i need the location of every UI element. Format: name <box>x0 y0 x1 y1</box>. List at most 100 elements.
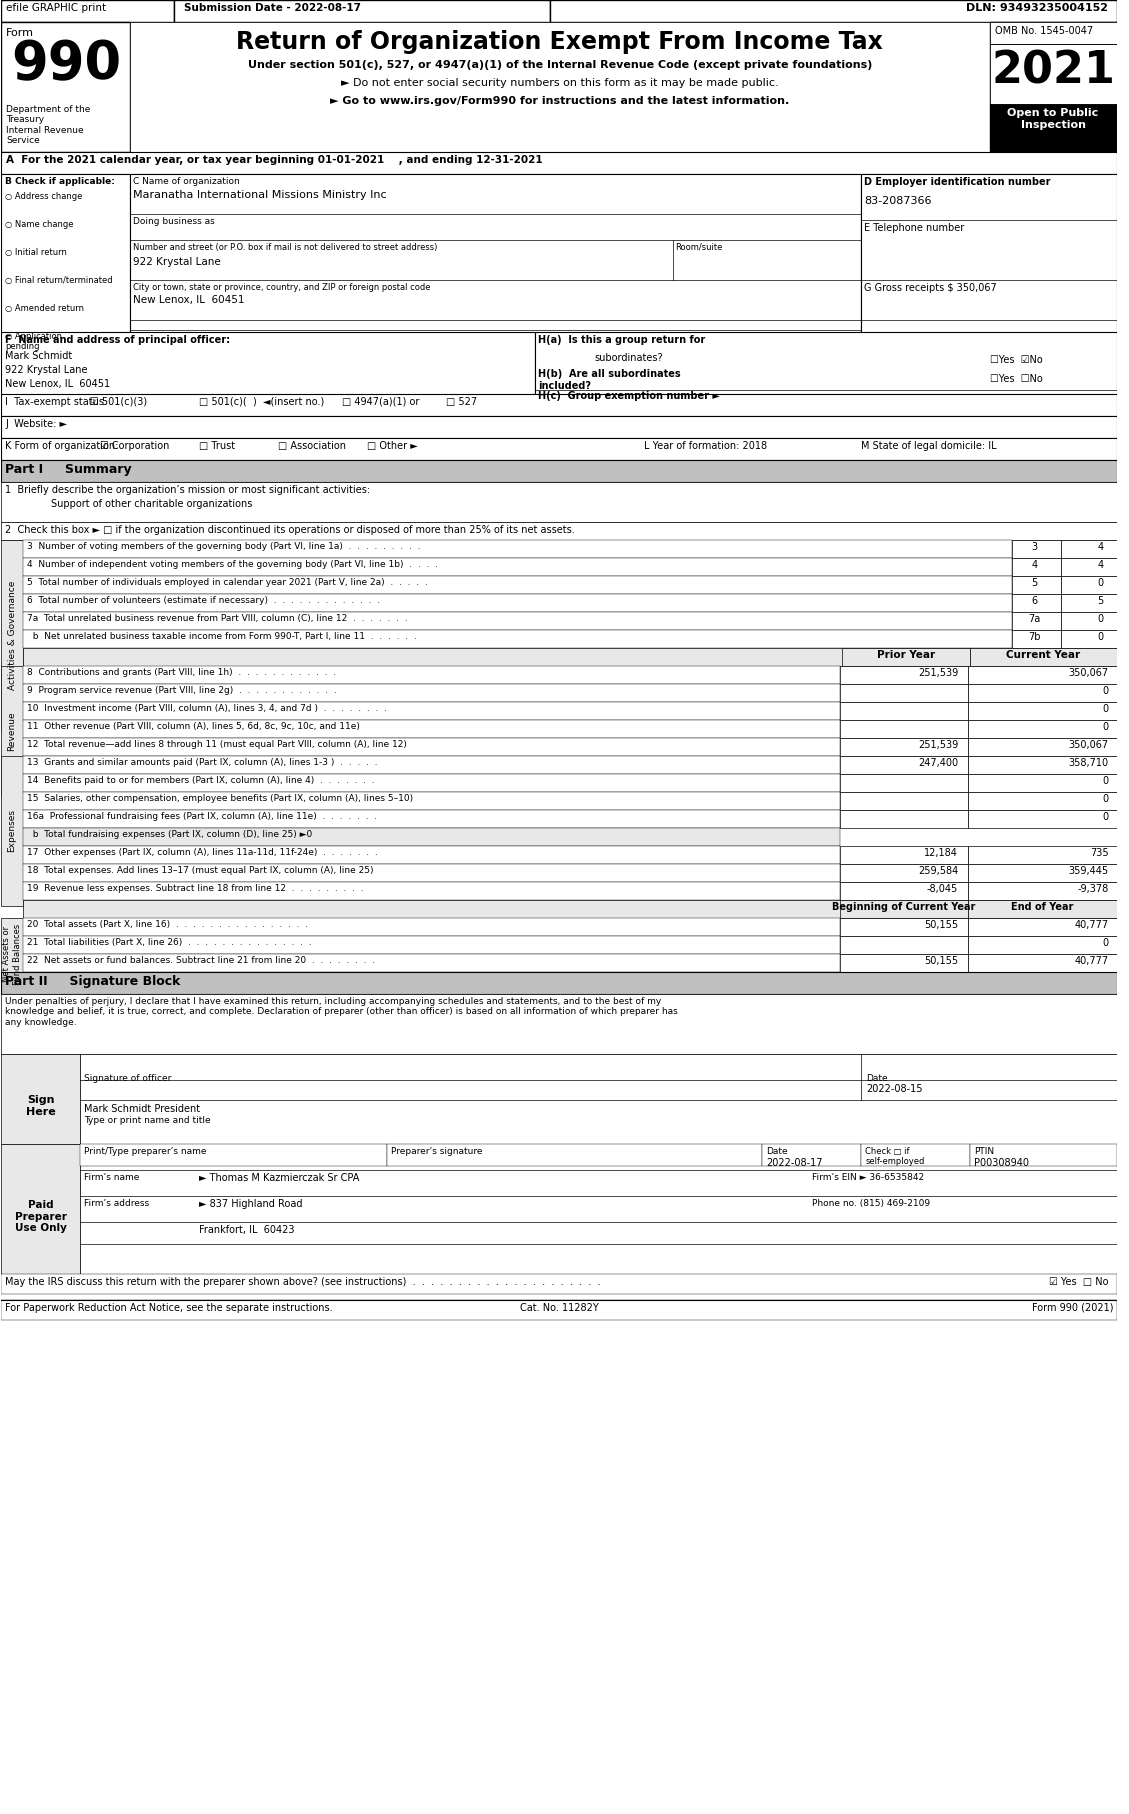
Bar <box>990 44 1118 103</box>
Bar <box>990 103 1118 152</box>
Text: 1  Briefly describe the organization’s mission or most significant activities:: 1 Briefly describe the organization’s mi… <box>6 484 370 495</box>
Text: 0: 0 <box>1097 631 1103 642</box>
Text: Mark Schmidt President: Mark Schmidt President <box>85 1105 200 1114</box>
Text: 40,777: 40,777 <box>1075 920 1109 931</box>
Text: 4: 4 <box>1097 542 1103 551</box>
Bar <box>840 720 968 738</box>
Text: 0: 0 <box>1097 613 1103 624</box>
Text: Part I     Summary: Part I Summary <box>6 463 132 475</box>
Bar <box>23 666 840 684</box>
Text: 6  Total number of volunteers (estimate if necessary)  .  .  .  .  .  .  .  .  .: 6 Total number of volunteers (estimate i… <box>27 597 380 606</box>
Text: City or town, state or province, country, and ZIP or foreign postal code: City or town, state or province, country… <box>133 283 430 292</box>
Text: 4: 4 <box>1097 561 1103 570</box>
Text: Net Assets or
Fund Balances: Net Assets or Fund Balances <box>2 923 21 985</box>
Text: 0: 0 <box>1102 704 1109 715</box>
Text: Number and street (or P.O. box if mail is not delivered to street address): Number and street (or P.O. box if mail i… <box>133 243 437 252</box>
Bar <box>80 1145 387 1166</box>
Text: Room/suite: Room/suite <box>675 243 723 252</box>
Text: □ 4947(a)(1) or: □ 4947(a)(1) or <box>342 397 420 406</box>
Text: ☑ Yes  □ No: ☑ Yes □ No <box>1049 1277 1109 1286</box>
Bar <box>968 954 1118 972</box>
Bar <box>1012 559 1061 577</box>
Text: E Telephone number: E Telephone number <box>865 223 964 232</box>
Text: Print/Type preparer’s name: Print/Type preparer’s name <box>85 1146 207 1156</box>
Text: ○ Amended return: ○ Amended return <box>6 305 85 314</box>
Text: M State of legal domicile: IL: M State of legal domicile: IL <box>861 441 997 452</box>
Bar <box>23 720 840 738</box>
Bar <box>23 793 840 811</box>
Bar <box>840 684 968 702</box>
Bar <box>968 666 1118 684</box>
Bar <box>1012 577 1061 593</box>
Text: Check □ if
self-employed: Check □ if self-employed <box>865 1146 925 1166</box>
Text: G Gross receipts $ 350,067: G Gross receipts $ 350,067 <box>865 283 997 294</box>
Text: For Paperwork Reduction Act Notice, see the separate instructions.: For Paperwork Reduction Act Notice, see … <box>6 1302 333 1313</box>
Text: Beginning of Current Year: Beginning of Current Year <box>832 902 975 912</box>
Text: b  Net unrelated business taxable income from Form 990-T, Part I, line 11  .  . : b Net unrelated business taxable income … <box>27 631 417 640</box>
Bar <box>1 1273 1118 1293</box>
Bar <box>23 954 840 972</box>
Text: 259,584: 259,584 <box>918 865 959 876</box>
Bar <box>861 174 1118 394</box>
Bar <box>840 756 968 775</box>
Bar <box>1 1301 1118 1321</box>
Bar <box>1 541 23 729</box>
Text: 18  Total expenses. Add lines 13–17 (must equal Part IX, column (A), line 25): 18 Total expenses. Add lines 13–17 (must… <box>27 865 374 874</box>
Bar <box>23 738 840 756</box>
Text: 50,155: 50,155 <box>924 920 959 931</box>
Text: -8,045: -8,045 <box>927 883 959 894</box>
Bar <box>968 936 1118 954</box>
Bar <box>840 845 968 863</box>
Bar <box>840 900 968 918</box>
Text: 922 Krystal Lane: 922 Krystal Lane <box>133 258 220 267</box>
Bar <box>861 1145 970 1166</box>
Bar <box>1 394 1118 415</box>
Text: Firm’s name: Firm’s name <box>85 1174 140 1183</box>
Text: 12  Total revenue—add lines 8 through 11 (must equal Part VIII, column (A), line: 12 Total revenue—add lines 8 through 11 … <box>27 740 406 749</box>
Text: Under penalties of perjury, I declare that I have examined this return, includin: Under penalties of perjury, I declare th… <box>6 998 677 1027</box>
Bar <box>23 648 1118 666</box>
Bar <box>1 394 1118 415</box>
Bar <box>1 22 130 152</box>
Bar <box>841 648 970 666</box>
Text: 0: 0 <box>1102 776 1109 785</box>
Text: Department of the
Treasury
Internal Revenue
Service: Department of the Treasury Internal Reve… <box>6 105 90 145</box>
Text: Open to Public
Inspection: Open to Public Inspection <box>1007 109 1099 129</box>
Text: 10  Investment income (Part VIII, column (A), lines 3, 4, and 7d )  .  .  .  .  : 10 Investment income (Part VIII, column … <box>27 704 387 713</box>
Text: Date: Date <box>767 1146 788 1156</box>
Bar <box>23 811 840 827</box>
Bar <box>968 702 1118 720</box>
Bar <box>23 882 840 900</box>
Bar <box>1 994 1118 1054</box>
Bar <box>990 22 1118 152</box>
Bar <box>1 437 1118 461</box>
Bar <box>840 863 968 882</box>
Bar <box>1061 593 1118 611</box>
Bar <box>968 863 1118 882</box>
Text: subordinates?: subordinates? <box>594 354 663 363</box>
Text: 0: 0 <box>1097 579 1103 588</box>
Text: 5  Total number of individuals employed in calendar year 2021 (Part V, line 2a) : 5 Total number of individuals employed i… <box>27 579 428 588</box>
Bar <box>1 461 1118 483</box>
Text: 83-2087366: 83-2087366 <box>865 196 931 207</box>
Bar <box>1012 629 1061 648</box>
Text: 8  Contributions and grants (Part VIII, line 1h)  .  .  .  .  .  .  .  .  .  .  : 8 Contributions and grants (Part VIII, l… <box>27 668 336 677</box>
Bar <box>968 793 1118 811</box>
Bar <box>1 332 535 463</box>
Bar <box>387 1145 762 1166</box>
Text: 3: 3 <box>1031 542 1038 551</box>
Text: New Lenox, IL  60451: New Lenox, IL 60451 <box>6 379 111 388</box>
Text: A  For the 2021 calendar year, or tax year beginning 01-01-2021    , and ending : A For the 2021 calendar year, or tax yea… <box>6 154 543 165</box>
Text: 19  Revenue less expenses. Subtract line 18 from line 12  .  .  .  .  .  .  .  .: 19 Revenue less expenses. Subtract line … <box>27 883 364 892</box>
Text: ☐Yes  ☐No: ☐Yes ☐No <box>990 374 1042 385</box>
Text: 7a: 7a <box>1029 613 1041 624</box>
Text: Phone no. (815) 469-2109: Phone no. (815) 469-2109 <box>812 1199 930 1208</box>
Bar <box>23 936 840 954</box>
Text: 21  Total liabilities (Part X, line 26)  .  .  .  .  .  .  .  .  .  .  .  .  .  : 21 Total liabilities (Part X, line 26) .… <box>27 938 312 947</box>
Bar <box>23 593 1012 611</box>
Text: 14  Benefits paid to or for members (Part IX, column (A), line 4)  .  .  .  .  .: 14 Benefits paid to or for members (Part… <box>27 776 375 785</box>
Bar <box>970 648 1118 666</box>
Bar <box>80 1145 1118 1273</box>
Text: 22  Net assets or fund balances. Subtract line 21 from line 20  .  .  .  .  .  .: 22 Net assets or fund balances. Subtract… <box>27 956 375 965</box>
Bar <box>1061 559 1118 577</box>
